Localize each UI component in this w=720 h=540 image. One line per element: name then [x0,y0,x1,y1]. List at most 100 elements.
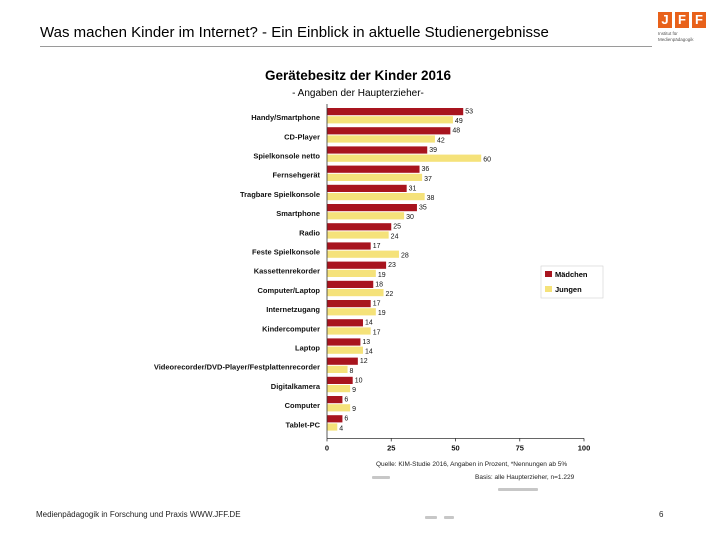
header-divider [40,46,652,47]
jff-logo: J F F Institut für Medienpädagogik [658,12,714,52]
source-line-2: Basis: alle Haupterzieher, n=1.229 [475,474,575,481]
bar-jungen [327,423,338,431]
value-label-jungen: 19 [378,310,386,317]
page-number: 6 [659,510,664,519]
bar-maedchen [327,127,451,135]
value-label-jungen: 4 [339,425,343,432]
bar-maedchen [327,357,358,365]
value-label-jungen: 9 [352,387,356,394]
device-ownership-chart: Gerätebesitz der Kinder 2016 - Angaben d… [153,68,604,481]
bar-jungen [327,269,376,277]
x-tick-label: 25 [387,443,395,452]
value-label-jungen: 9 [352,406,356,413]
value-label-jungen: 49 [455,118,463,125]
bar-maedchen [327,300,371,308]
bar-jungen [327,289,384,297]
slide-title-rest: - Ein Einblick in aktuelle Studienergebn… [257,24,549,41]
category-label: CD-Player [284,132,320,141]
logo-subtitle: Institut für Medienpädagogik [658,31,694,42]
value-label-maedchen: 35 [419,205,427,212]
bar-jungen [327,250,399,258]
bar-maedchen [327,338,361,346]
value-label-jungen: 42 [437,137,445,144]
value-label-maedchen: 14 [365,320,373,327]
category-label: Kindercomputer [262,324,320,333]
category-label: Handy/Smartphone [251,113,320,122]
chart-svg: Gerätebesitz der Kinder 2016 - Angaben d… [153,68,604,481]
category-label: Computer/Laptop [258,286,321,295]
category-label: Internetzugang [266,305,320,314]
bar-maedchen [327,242,371,250]
bar-maedchen [327,396,343,404]
bar-jungen [327,327,371,335]
category-label: Fernsehgerät [272,171,320,180]
logo-letter-f1: F [675,12,689,28]
chart-title: Gerätebesitz der Kinder 2016 [265,68,452,83]
logo-letter-j: J [658,12,672,28]
value-label-maedchen: 17 [373,243,381,250]
footer-deco [425,516,437,519]
value-label-maedchen: 10 [355,377,363,384]
value-label-jungen: 19 [378,272,386,279]
jff-logo-mark: J F F [658,12,714,28]
x-tick-label: 75 [516,443,524,452]
footer-deco [498,488,538,491]
value-label-maedchen: 53 [465,109,473,116]
category-label: Smartphone [276,209,320,218]
bar-maedchen [327,108,464,116]
bar-jungen [327,365,348,373]
category-label: Tablet-PC [286,420,321,429]
x-tick-label: 50 [451,443,459,452]
legend-swatch-jungen [545,286,552,292]
category-label: Tragbare Spielkonsole [240,190,320,199]
bar-jungen [327,308,376,316]
category-label: Kassettenrekorder [254,267,320,276]
source-line-1: Quelle: KIM-Studie 2016, Angaben in Proz… [376,461,567,468]
bar-jungen [327,404,351,412]
bar-maedchen [327,261,387,269]
footer-deco [444,516,454,519]
bar-jungen [327,116,453,124]
bar-maedchen [327,146,428,154]
x-tick-label: 100 [578,443,591,452]
bar-maedchen [327,165,420,173]
bar-maedchen [327,280,374,288]
footer-text: Medienpädagogik in Forschung und Praxis … [36,510,241,519]
bar-jungen [327,135,435,143]
category-label: Spielkonsole netto [253,152,320,161]
value-label-jungen: 22 [386,291,394,298]
bar-jungen [327,212,405,220]
value-label-maedchen: 23 [388,262,396,269]
bar-maedchen [327,184,407,192]
value-label-maedchen: 18 [375,281,383,288]
bar-jungen [327,173,423,181]
category-label: Computer [285,401,320,410]
bar-jungen [327,193,425,201]
x-tick-label: 0 [325,443,329,452]
value-label-maedchen: 6 [344,416,348,423]
bar-maedchen [327,204,417,212]
legend: Mädchen Jungen [540,265,604,299]
legend-label-maedchen: Mädchen [555,270,588,279]
value-label-maedchen: 17 [373,301,381,308]
value-label-jungen: 38 [427,195,435,202]
category-label: Feste Spielkonsole [252,248,320,257]
legend-label-jungen: Jungen [555,285,582,294]
bar-jungen [327,154,482,162]
legend-swatch-maedchen [545,271,552,277]
bar-maedchen [327,223,392,231]
value-label-maedchen: 36 [422,166,430,173]
logo-letter-f2: F [692,12,706,28]
value-label-maedchen: 12 [360,358,368,365]
footer-deco [372,476,390,479]
value-label-maedchen: 13 [362,339,370,346]
value-label-jungen: 37 [424,176,432,183]
bar-maedchen [327,319,363,327]
value-label-maedchen: 48 [452,128,460,135]
value-label-maedchen: 39 [429,147,437,154]
bar-jungen [327,231,389,239]
value-label-jungen: 30 [406,214,414,221]
value-label-jungen: 14 [365,349,373,356]
bar-jungen [327,346,363,354]
bar-jungen [327,385,351,393]
